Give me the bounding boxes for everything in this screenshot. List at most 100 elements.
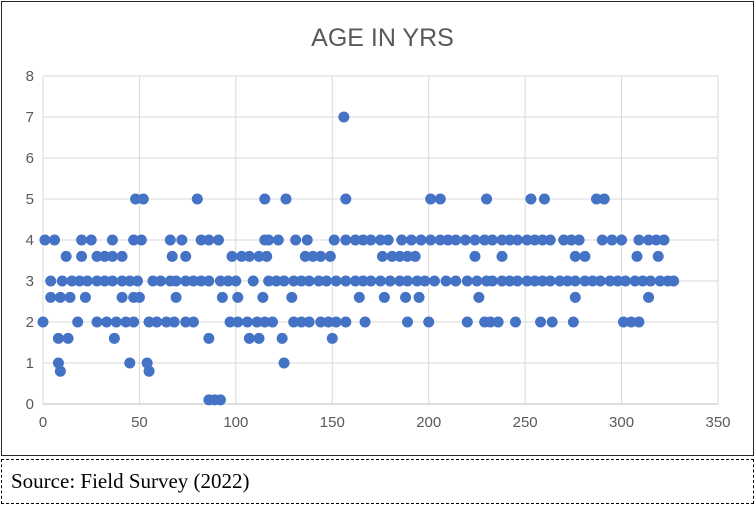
- data-point: [405, 234, 417, 246]
- data-point: [511, 275, 523, 287]
- data-point: [116, 291, 128, 303]
- data-point: [558, 234, 570, 246]
- x-axis-tick-label: 200: [416, 414, 441, 431]
- data-point: [253, 250, 265, 262]
- data-point: [469, 234, 481, 246]
- data-point: [164, 234, 176, 246]
- data-point: [492, 316, 504, 328]
- data-point: [461, 275, 473, 287]
- y-axis-tick-label: 2: [26, 314, 34, 331]
- data-point: [486, 275, 498, 287]
- data-point: [120, 316, 132, 328]
- data-point: [413, 291, 425, 303]
- y-axis-tick-label: 5: [26, 191, 34, 208]
- data-point: [365, 275, 377, 287]
- data-point: [612, 275, 624, 287]
- data-point: [349, 275, 361, 287]
- data-point: [496, 234, 508, 246]
- data-point: [247, 275, 259, 287]
- data-point: [415, 234, 427, 246]
- data-point: [143, 316, 155, 328]
- data-point: [616, 234, 628, 246]
- data-point: [400, 291, 412, 303]
- data-point: [110, 316, 122, 328]
- data-point: [668, 275, 680, 287]
- data-point: [170, 291, 182, 303]
- data-point: [554, 275, 566, 287]
- data-point: [359, 316, 371, 328]
- data-point: [64, 291, 76, 303]
- data-point: [440, 275, 452, 287]
- data-point: [286, 291, 298, 303]
- data-point: [301, 234, 313, 246]
- data-point: [643, 291, 655, 303]
- data-point: [376, 250, 388, 262]
- data-point: [537, 234, 548, 246]
- data-point: [160, 316, 172, 328]
- y-axis-tick-label: 6: [26, 150, 34, 167]
- data-point: [629, 275, 641, 287]
- data-point: [322, 316, 334, 328]
- data-point: [650, 234, 662, 246]
- data-point: [521, 275, 533, 287]
- data-point: [45, 291, 57, 303]
- data-point: [473, 291, 485, 303]
- data-point: [434, 193, 446, 205]
- data-point: [544, 275, 556, 287]
- data-point: [587, 275, 599, 287]
- chart-title: AGE IN YRS: [311, 24, 454, 52]
- data-point: [382, 234, 394, 246]
- data-point: [106, 275, 118, 287]
- data-point: [394, 275, 406, 287]
- data-point: [54, 365, 66, 377]
- data-point: [486, 234, 498, 246]
- data-point: [66, 275, 78, 287]
- data-point: [290, 234, 302, 246]
- data-point: [267, 316, 278, 328]
- data-point: [606, 234, 618, 246]
- data-point: [353, 291, 365, 303]
- data-point: [288, 316, 300, 328]
- data-point: [330, 316, 342, 328]
- data-point: [295, 316, 307, 328]
- data-point: [278, 275, 290, 287]
- chart-panel[interactable]: AGE IN YRS: [1, 1, 754, 456]
- source-note: Source: Field Survey (2022): [11, 469, 250, 493]
- data-point: [143, 365, 155, 377]
- data-point: [54, 291, 66, 303]
- data-point: [180, 275, 192, 287]
- data-point: [132, 275, 143, 287]
- data-point: [253, 332, 265, 344]
- data-point: [116, 250, 128, 262]
- data-point: [652, 250, 664, 262]
- data-point: [324, 250, 336, 262]
- data-point: [481, 193, 493, 205]
- data-point: [594, 275, 606, 287]
- data-point: [76, 234, 88, 246]
- data-point: [52, 357, 64, 369]
- data-point: [633, 234, 645, 246]
- x-axis-tick-label: 250: [513, 414, 538, 431]
- data-point: [187, 316, 199, 328]
- data-point: [49, 234, 61, 246]
- data-point: [625, 316, 637, 328]
- data-point: [195, 275, 207, 287]
- data-point: [91, 316, 103, 328]
- data-point: [124, 275, 136, 287]
- data-point: [450, 275, 462, 287]
- data-point: [340, 316, 352, 328]
- data-point: [270, 275, 282, 287]
- data-point: [326, 332, 338, 344]
- data-point: [106, 250, 118, 262]
- data-point: [579, 250, 591, 262]
- data-point: [135, 234, 147, 246]
- data-point: [91, 250, 103, 262]
- data-point: [180, 250, 192, 262]
- data-point: [276, 332, 288, 344]
- data-point: [618, 316, 629, 328]
- data-point: [39, 234, 51, 246]
- data-point: [425, 234, 437, 246]
- data-point: [180, 316, 192, 328]
- data-point: [402, 316, 413, 328]
- data-point: [510, 316, 521, 328]
